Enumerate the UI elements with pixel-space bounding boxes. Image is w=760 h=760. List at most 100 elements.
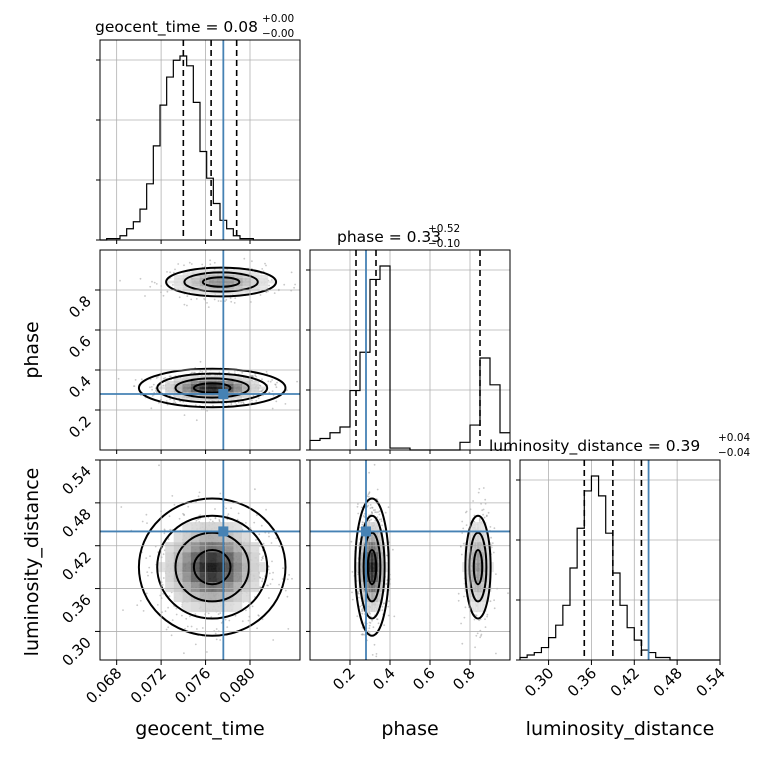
sample-point	[483, 516, 486, 519]
title-luminosity-distance: luminosity_distance = 0.39	[489, 437, 700, 456]
density-cell	[208, 277, 217, 281]
contour-phase-vs-geocent-time	[183, 271, 259, 293]
sample-point	[261, 580, 263, 583]
density-cell	[208, 275, 217, 278]
ytick-label-luminosity-distance: 0.36	[58, 591, 94, 627]
density-cell	[479, 562, 482, 573]
title-phase-sub: −0.10	[428, 238, 460, 250]
density-cell	[370, 582, 374, 593]
density-cell	[242, 378, 251, 381]
sample-point	[172, 284, 174, 286]
ytick-label-phase: 0.6	[65, 332, 95, 362]
density-cell	[474, 522, 477, 533]
density-cell	[225, 542, 234, 553]
sample-point	[271, 390, 274, 392]
sample-point	[293, 286, 295, 289]
density-cell	[474, 562, 477, 573]
density-cell	[165, 582, 174, 593]
sample-point	[282, 567, 284, 569]
density-cell	[474, 532, 477, 543]
density-cell	[233, 386, 243, 390]
title-geocent-time: geocent_time = 0.08	[95, 18, 258, 37]
sample-point	[257, 614, 260, 617]
sample-point	[368, 632, 371, 634]
sample-point	[267, 380, 270, 383]
density-cell	[199, 602, 208, 613]
sample-point	[175, 607, 178, 610]
density-cell	[474, 542, 477, 553]
sample-point	[209, 259, 212, 262]
density-cell	[216, 552, 226, 563]
sample-point	[383, 602, 386, 605]
sample-point	[369, 504, 372, 506]
density-cell	[471, 602, 475, 613]
density-cell	[233, 280, 243, 284]
density-cell	[182, 375, 191, 379]
density-cell	[242, 542, 251, 553]
density-cell	[250, 386, 260, 390]
density-cell	[165, 389, 174, 393]
sample-point	[219, 492, 222, 495]
density-cell	[233, 562, 243, 573]
sample-point	[148, 566, 151, 569]
marker-lines-layer	[100, 40, 650, 660]
sample-point	[265, 508, 267, 511]
sample-point	[161, 584, 164, 586]
sample-point	[169, 271, 172, 274]
density-cell	[225, 277, 234, 281]
density-cell	[216, 272, 226, 275]
sample-point	[479, 636, 481, 639]
sample-point	[486, 514, 488, 517]
contour-luminosity-distance-vs-geocent-time	[174, 531, 250, 603]
density-cell	[182, 389, 191, 393]
density-cell	[191, 286, 200, 289]
sample-point	[480, 502, 482, 505]
panel-hist-geocent-time	[99, 39, 301, 241]
sample-point	[203, 298, 206, 300]
density-cell	[208, 291, 217, 295]
sample-point	[214, 517, 217, 520]
density-cell	[474, 592, 477, 603]
sample-point	[259, 586, 261, 588]
sample-point	[234, 614, 237, 617]
density-cell	[225, 562, 234, 573]
density-cell	[365, 542, 369, 553]
sample-point	[228, 371, 230, 374]
density-cell	[165, 562, 174, 573]
density-cell	[250, 383, 260, 387]
sample-point	[368, 627, 371, 629]
sample-point	[145, 557, 148, 559]
density-cell	[190, 602, 200, 613]
joint-phase-vs-geocent-time-points	[117, 257, 298, 422]
sample-point	[373, 463, 376, 466]
sample-point	[198, 491, 201, 494]
density-cell	[250, 542, 260, 553]
density-cell	[251, 286, 260, 289]
density-cell	[182, 395, 191, 398]
sample-point	[472, 500, 474, 502]
sample-point	[372, 626, 375, 629]
density-cell	[173, 582, 183, 593]
sample-point	[392, 548, 394, 551]
sample-point	[493, 527, 496, 530]
density-cell	[182, 275, 192, 278]
sample-point	[162, 294, 165, 297]
sample-point	[265, 370, 268, 373]
sample-point	[207, 612, 210, 615]
ytick-label-phase: 0.2	[65, 412, 95, 442]
density-cell	[251, 275, 260, 278]
sample-point	[482, 513, 484, 516]
sample-point	[153, 281, 156, 284]
density-cell	[199, 280, 209, 284]
sample-point	[272, 639, 275, 641]
sample-point	[384, 511, 387, 514]
sample-point	[361, 604, 363, 607]
sample-point	[378, 513, 381, 516]
density-cell	[165, 381, 174, 384]
density-cell	[199, 286, 209, 289]
density-cell	[356, 562, 359, 573]
density-cell	[207, 386, 217, 390]
sample-point	[206, 302, 208, 304]
density-cell	[233, 383, 243, 387]
density-cell	[182, 397, 191, 401]
